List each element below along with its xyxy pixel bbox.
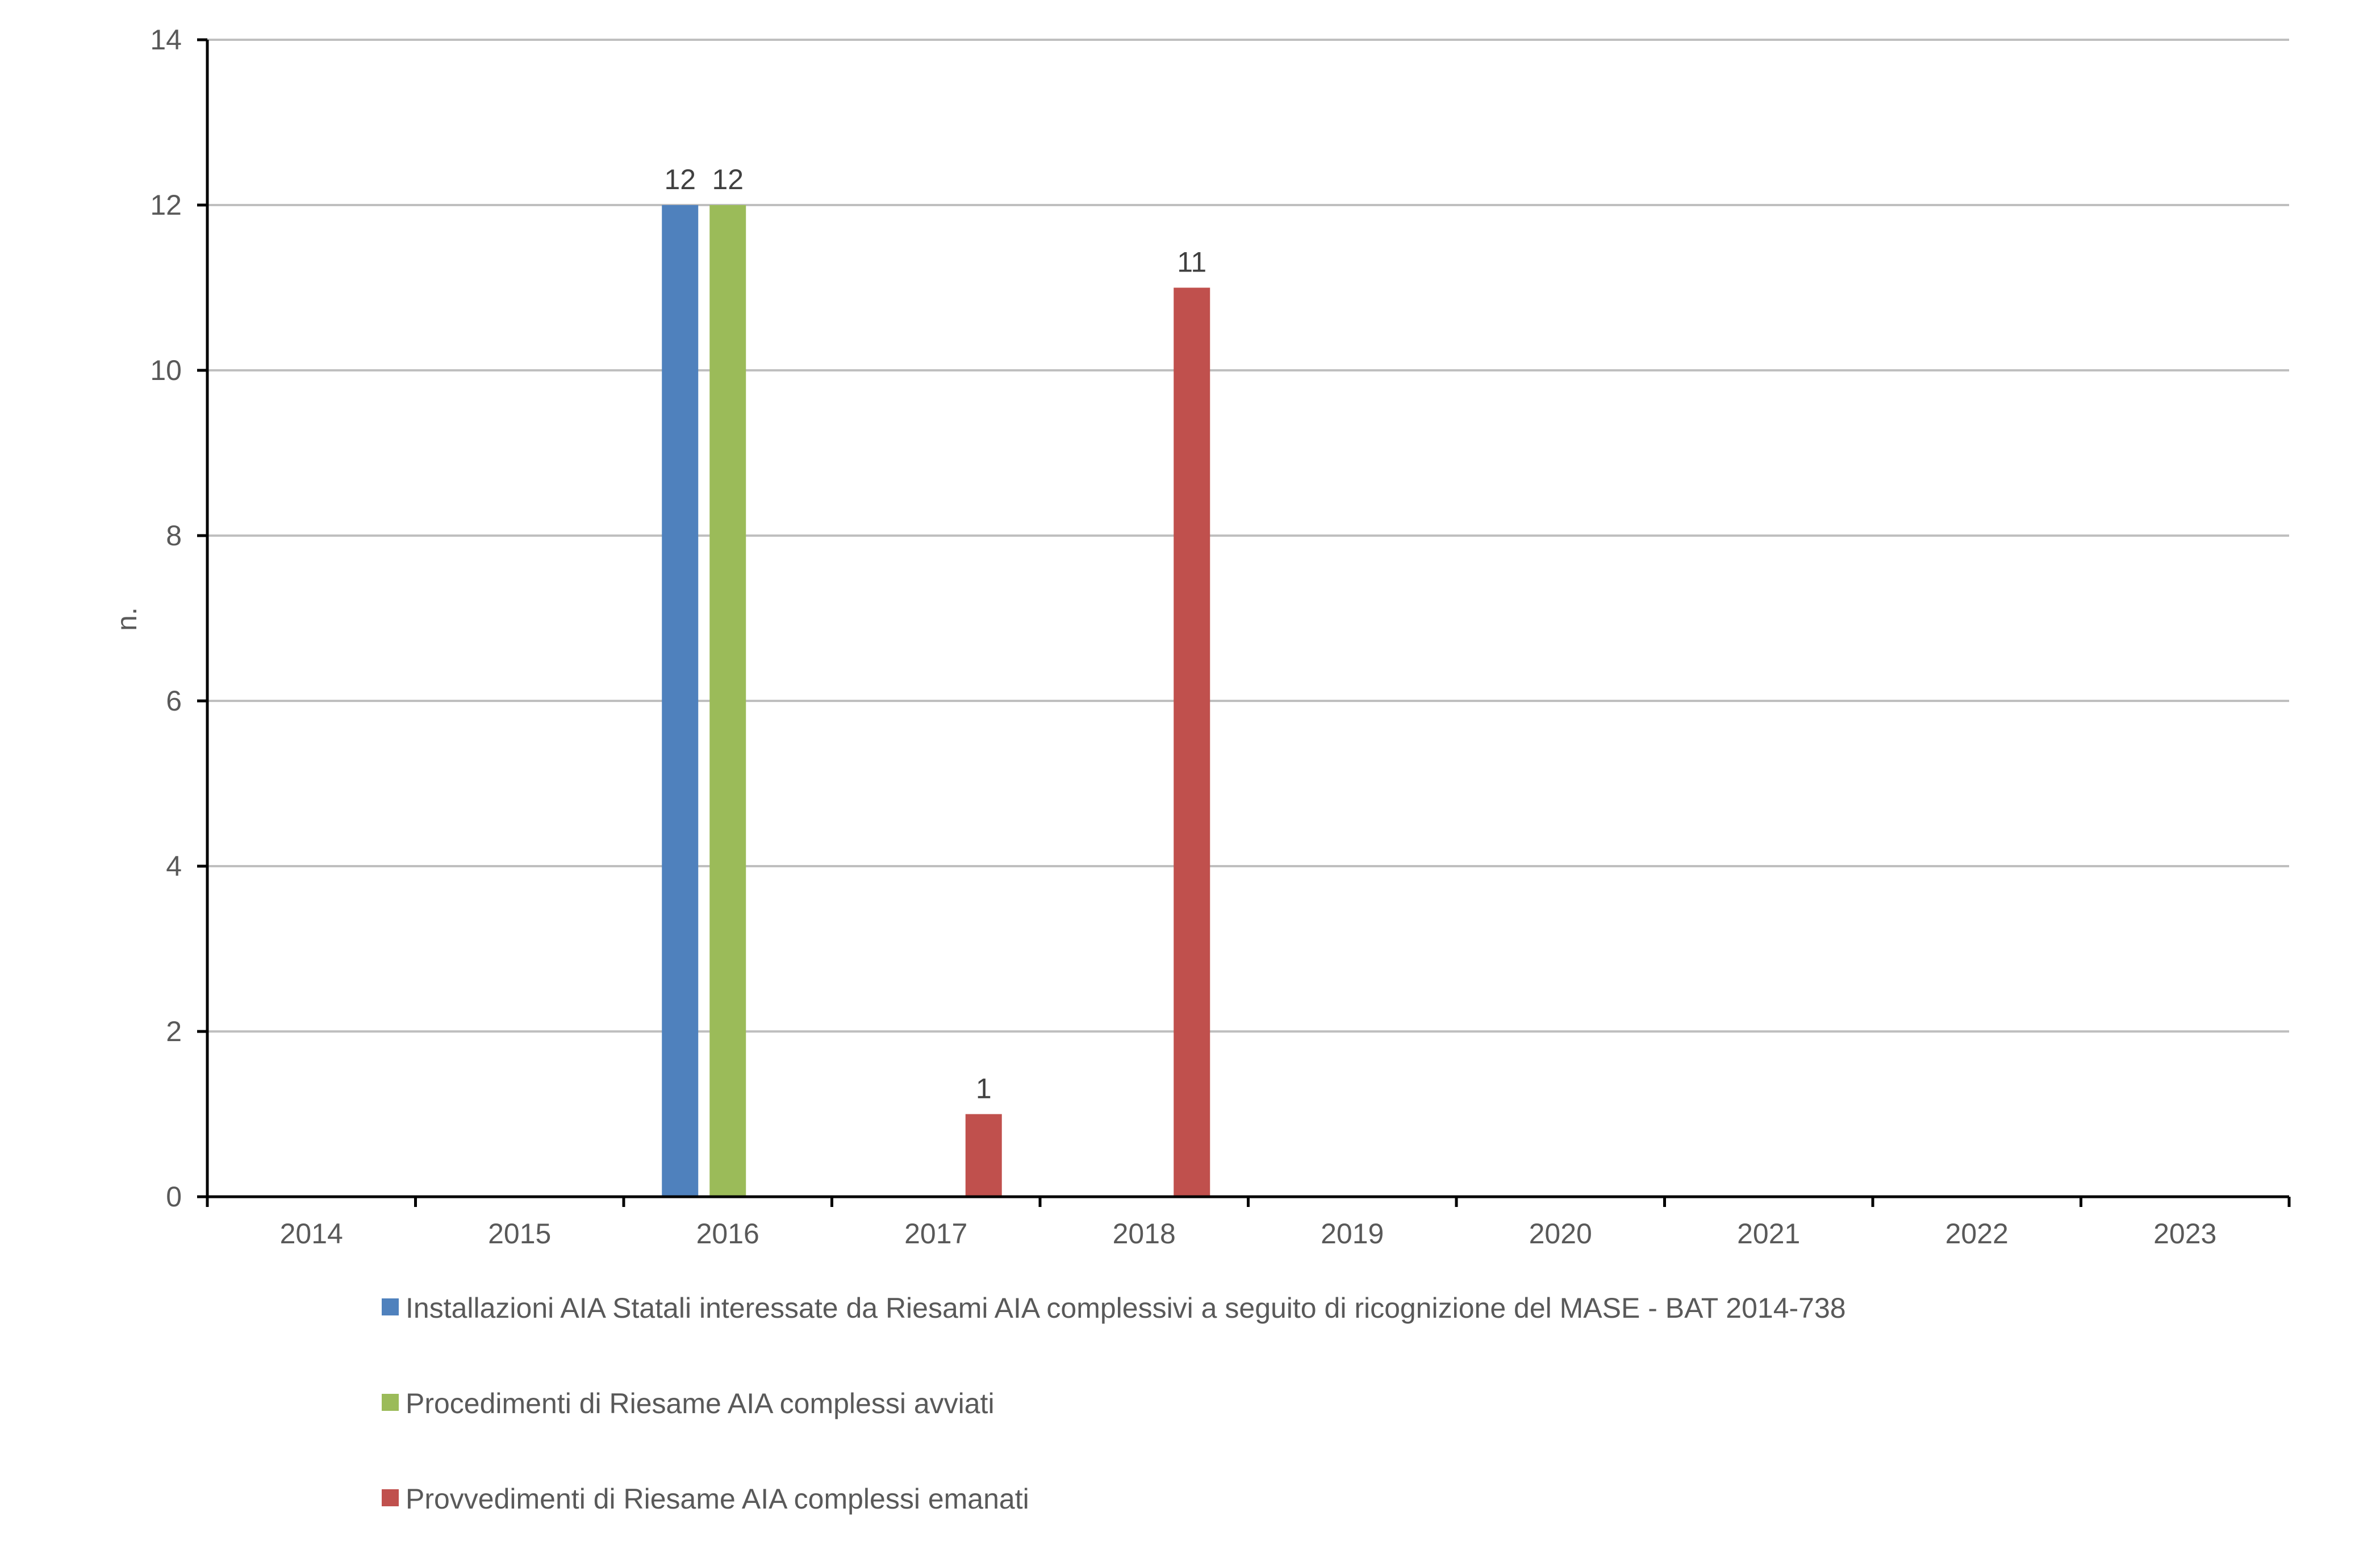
legend-swatch: [382, 1394, 399, 1411]
y-tick-label: 2: [166, 1016, 182, 1047]
y-tick-label: 14: [150, 24, 182, 56]
axes: [197, 38, 2291, 1207]
legend-label: Installazioni AIA Statali interessate da…: [406, 1292, 1846, 1324]
bar: [1174, 287, 1210, 1197]
y-axis-title: n.: [111, 607, 143, 631]
legend: Installazioni AIA Statali interessate da…: [382, 1292, 1846, 1515]
bar: [965, 1114, 1002, 1197]
y-tick-label: 0: [166, 1181, 182, 1213]
bar: [662, 205, 699, 1197]
x-tick-label: 2015: [488, 1218, 551, 1250]
bar: [709, 205, 746, 1197]
legend-swatch: [382, 1489, 399, 1506]
legend-label: Procedimenti di Riesame AIA complessi av…: [406, 1388, 995, 1419]
y-tick-label: 10: [150, 354, 182, 386]
data-label: 11: [1177, 247, 1206, 278]
y-tick-label: 6: [166, 685, 182, 717]
labels: 0 2 4 6 8 10 12 14 2014 2015 2016 2017 2018 2019 2020 2…: [150, 24, 2216, 1250]
legend-swatch: [382, 1298, 399, 1315]
x-tick-label: 2016: [696, 1218, 759, 1250]
x-tick-label: 2022: [1945, 1218, 2009, 1250]
gridlines: [207, 39, 2289, 1033]
y-tick-label: 12: [150, 189, 182, 221]
x-tick-label: 2017: [904, 1218, 967, 1250]
bars: [662, 205, 1210, 1197]
x-tick-label: 2021: [1737, 1218, 1800, 1250]
data-label: 12: [664, 164, 696, 195]
data-label: 12: [712, 164, 744, 195]
x-tick-label: 2019: [1321, 1218, 1384, 1250]
x-tick-label: 2014: [280, 1218, 343, 1250]
x-tick-label: 2023: [2153, 1218, 2216, 1250]
x-tick-label: 2018: [1113, 1218, 1176, 1250]
x-tick-label: 2020: [1529, 1218, 1592, 1250]
legend-label: Provvedimenti di Riesame AIA complessi e…: [406, 1483, 1029, 1515]
data-label: 1: [976, 1073, 992, 1105]
y-tick-label: 4: [166, 850, 182, 882]
y-tick-label: 8: [166, 520, 182, 552]
